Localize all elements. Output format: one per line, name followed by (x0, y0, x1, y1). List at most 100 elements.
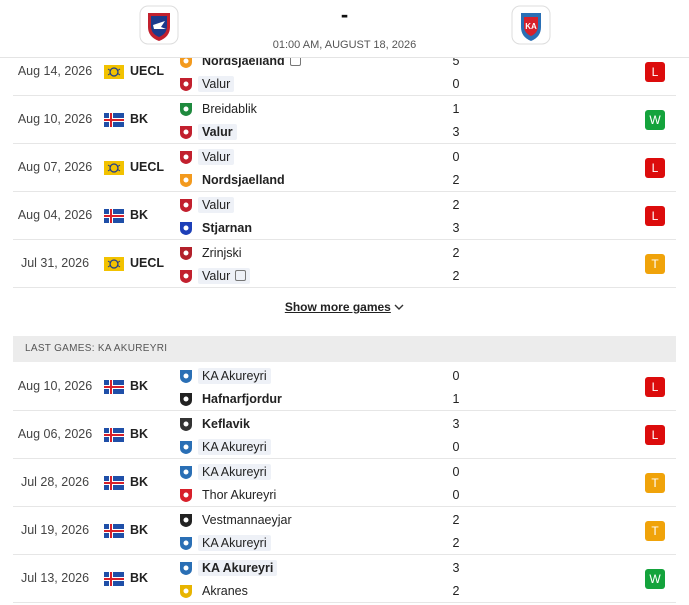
game-date: Jul 31, 2026 (20, 256, 90, 270)
competition: UECL (130, 160, 165, 174)
result-badge: T (645, 473, 665, 493)
team-score: 2 (452, 513, 460, 527)
game-date: Aug 10, 2026 (17, 112, 93, 126)
result-badge: T (645, 521, 665, 541)
competition-flag (104, 428, 124, 447)
game-row: Aug 14, 2026 UECL Nordsjaelland 5 Valur 0 L (13, 48, 676, 96)
team-logo (179, 513, 193, 533)
team-score: 2 (452, 173, 460, 187)
competition-flag (104, 257, 124, 276)
game-row: Aug 07, 2026 UECL Valur 0 Nordsjaelland 2 L (13, 144, 676, 192)
team-name: Valur (198, 197, 235, 213)
team-name-text: Thor Akureyri (202, 488, 277, 502)
competition: BK (130, 427, 149, 441)
team-name: KA Akureyri (198, 439, 271, 455)
team-name-text: KA Akureyri (202, 465, 267, 479)
game-date: Aug 14, 2026 (17, 64, 93, 78)
game-row: Jul 28, 2026 BK KA Akureyri 0 Thor Akureyri 0… (13, 459, 676, 507)
home-team-logo (139, 5, 179, 45)
game-row: Jul 31, 2026 UECL Zrinjski 2 Valur 2 T (13, 240, 676, 288)
game-row: Jul 19, 2026 BK Vestmannaeyjar 2 KA Akureyri… (13, 507, 676, 555)
team-logo (179, 417, 193, 437)
svg-text:KA: KA (525, 22, 537, 31)
team-score: 0 (452, 465, 460, 479)
team-name-text: Hafnarfjordur (202, 392, 282, 406)
team-score: 3 (452, 561, 460, 575)
result-badge: W (645, 110, 665, 130)
game-row: Aug 10, 2026 BK Breidablik 1 Valur 3 W (13, 96, 676, 144)
team-score: 2 (452, 246, 460, 260)
team-name-text: Akranes (202, 584, 248, 598)
result-badge: L (645, 377, 665, 397)
team-logo (179, 536, 193, 556)
team-logo (179, 584, 193, 604)
team-name: Thor Akureyri (198, 487, 280, 503)
game-row: Aug 10, 2026 BK KA Akureyri 0 Hafnarfjordur 1… (13, 363, 676, 411)
game-date: Aug 04, 2026 (17, 208, 93, 222)
result-badge: L (645, 158, 665, 178)
team-name-text: Stjarnan (202, 221, 253, 235)
team-score: 0 (452, 77, 460, 91)
competition: BK (130, 208, 149, 222)
team-name-text: Valur (202, 198, 231, 212)
result-badge: L (645, 62, 665, 82)
game-date: Jul 28, 2026 (20, 475, 90, 489)
team-name: Akranes (198, 583, 252, 599)
chevron-icon (394, 304, 404, 310)
team-logo (179, 246, 193, 266)
team-score: 0 (452, 150, 460, 164)
team-name: Hafnarfjordur (198, 391, 286, 407)
game-date: Jul 13, 2026 (20, 571, 90, 585)
info-icon (235, 270, 247, 282)
result-badge: T (645, 254, 665, 274)
team-name: Breidablik (198, 101, 261, 117)
team-score: 3 (452, 125, 460, 139)
team-score: 0 (452, 488, 460, 502)
team-name: Valur (198, 268, 251, 284)
result-badge: W (645, 569, 665, 589)
game-row: Jul 13, 2026 BK KA Akureyri 3 Akranes 2 W (13, 555, 676, 603)
game-date: Jul 19, 2026 (20, 523, 90, 537)
team-name: Vestmannaeyjar (198, 512, 296, 528)
team-name: Keflavik (198, 416, 254, 432)
score: - (340, 2, 349, 27)
team-logo (179, 125, 193, 145)
team-score: 3 (452, 417, 460, 431)
team-logo (179, 221, 193, 241)
competition: UECL (130, 64, 165, 78)
team-logo (179, 488, 193, 508)
team-name: KA Akureyri (198, 560, 278, 576)
game-date: Aug 10, 2026 (17, 379, 93, 393)
competition: BK (130, 475, 149, 489)
team-logo (179, 440, 193, 460)
game-row: Aug 06, 2026 BK Keflavik 3 KA Akureyri 0 L (13, 411, 676, 459)
team-name: Valur (198, 124, 237, 140)
team-score: 2 (452, 198, 460, 212)
game-date: Aug 07, 2026 (17, 160, 93, 174)
team-name-text: Valur (202, 150, 231, 164)
competition-flag (104, 524, 124, 543)
team-name: KA Akureyri (198, 464, 271, 480)
competition-flag (104, 209, 124, 228)
team-name: KA Akureyri (198, 535, 271, 551)
team-score: 1 (452, 102, 460, 116)
competition-flag (104, 572, 124, 591)
team-name-text: Vestmannaeyjar (202, 513, 292, 527)
competition-flag (104, 380, 124, 399)
show-more-link[interactable]: Show more games (284, 300, 391, 314)
team-logo (179, 150, 193, 170)
team-name: KA Akureyri (198, 368, 271, 384)
team-score: 5 (452, 54, 460, 68)
competition-flag (104, 161, 124, 180)
team-name-text: KA Akureyri (202, 369, 267, 383)
competition: BK (130, 523, 149, 537)
result-badge: L (645, 206, 665, 226)
team-logo (179, 173, 193, 193)
competition: BK (130, 112, 149, 126)
team-name-text: Zrinjski (202, 246, 242, 260)
result-badge: L (645, 425, 665, 445)
team-name-text: KA Akureyri (202, 536, 267, 550)
team-name: Valur (198, 76, 235, 92)
team-name-text: KA Akureyri (202, 440, 267, 454)
